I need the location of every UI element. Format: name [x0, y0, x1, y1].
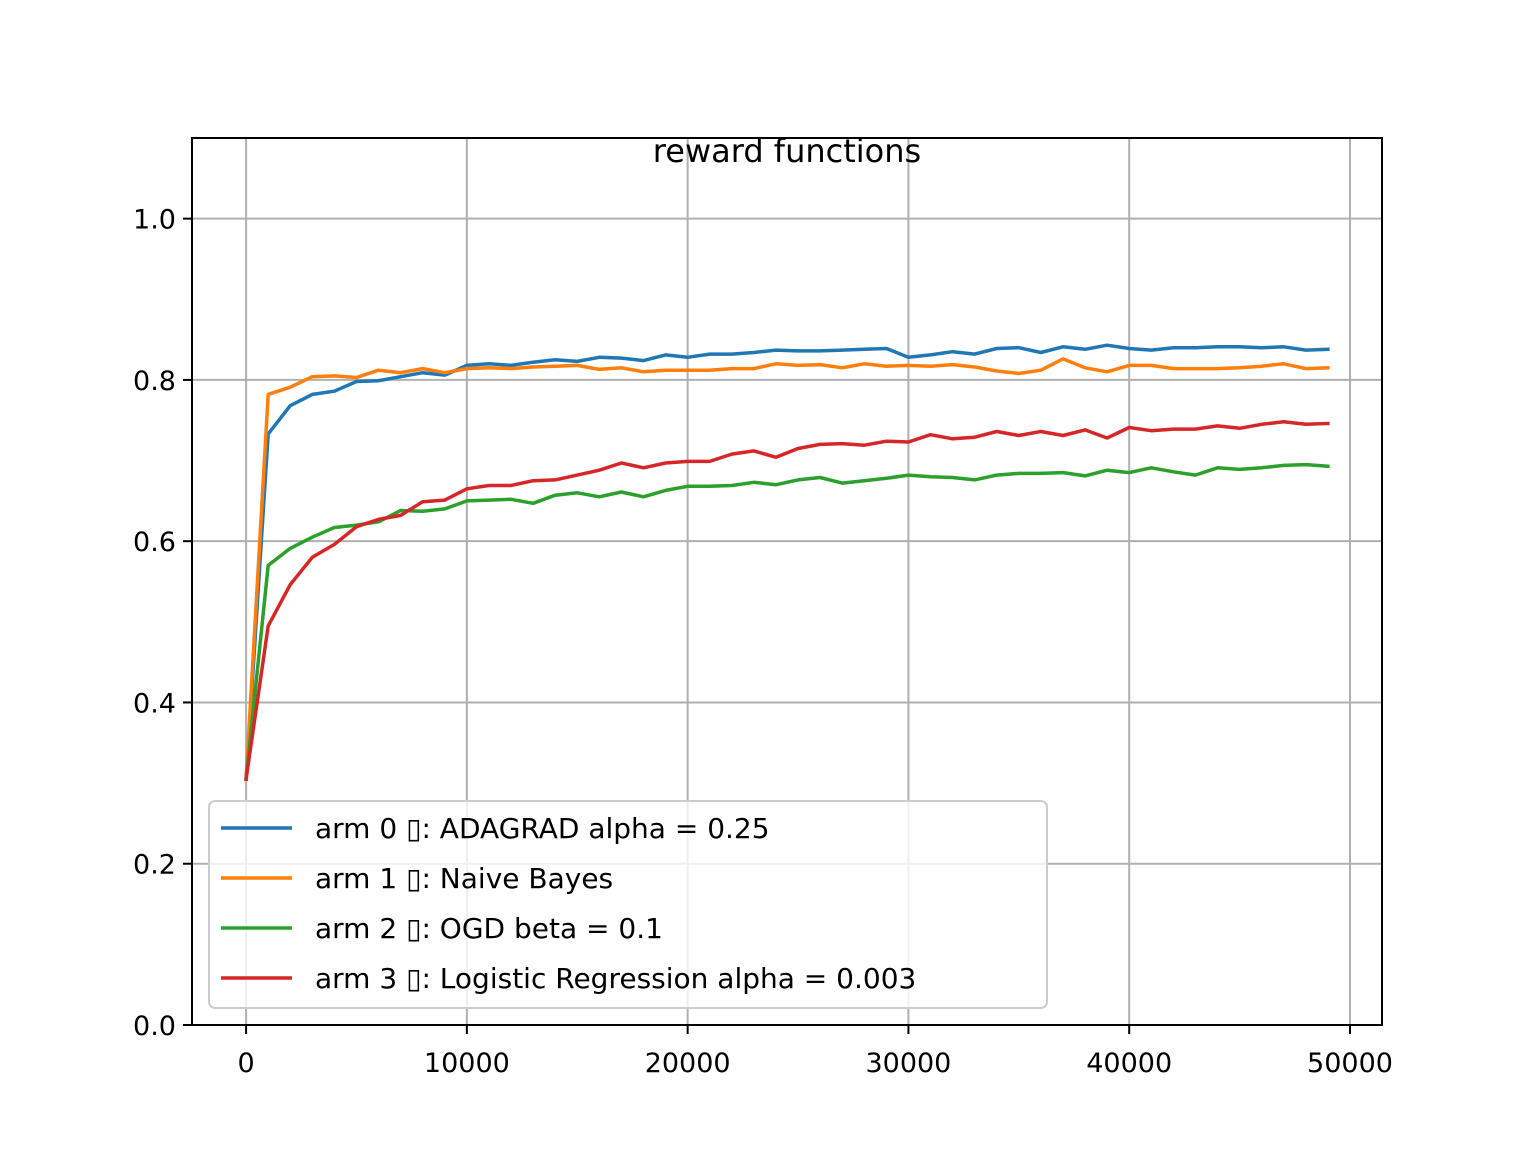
chart-title: reward functions — [653, 132, 921, 170]
y-tick-label: 1.0 — [133, 205, 176, 236]
legend-entry-label: arm 1 ▯: Naive Bayes — [315, 862, 613, 895]
series-line-arm-2 — [244, 462, 1330, 782]
x-tick-label: 40000 — [1086, 1048, 1172, 1079]
legend-entry-label: arm 2 ▯: OGD beta = 0.1 — [315, 912, 663, 945]
y-tick-label: 0.4 — [133, 688, 176, 719]
series-line-arm-3 — [244, 420, 1330, 782]
y-tick-label: 0.8 — [133, 366, 176, 397]
x-tick-label: 20000 — [645, 1048, 731, 1079]
plot-frame — [191, 137, 1383, 1026]
series-lines — [244, 343, 1330, 782]
legend: arm 0 ▯: ADAGRAD alpha = 0.25 arm 1 ▯: Na… — [208, 800, 1048, 1009]
legend-entry-label: arm 0 ▯: ADAGRAD alpha = 0.25 — [315, 812, 770, 845]
x-axis: 0 10000 20000 30000 40000 50000 — [237, 1025, 1393, 1079]
legend-box — [208, 800, 1048, 1009]
series-line-arm-1 — [244, 357, 1330, 781]
series-line-arm-0 — [244, 343, 1330, 781]
x-tick-label: 50000 — [1307, 1048, 1393, 1079]
y-tick-label: 0.2 — [133, 850, 176, 881]
legend-entry-label: arm 3 ▯: Logistic Regression alpha = 0.0… — [315, 962, 916, 995]
y-tick-label: 0.6 — [133, 527, 176, 558]
x-tick-label: 30000 — [865, 1048, 951, 1079]
y-axis: 0.0 0.2 0.4 0.6 0.8 1.0 — [133, 205, 192, 1042]
x-tick-label: 10000 — [424, 1048, 510, 1079]
y-tick-label: 0.0 — [133, 1011, 176, 1042]
x-tick-label: 0 — [237, 1048, 254, 1079]
